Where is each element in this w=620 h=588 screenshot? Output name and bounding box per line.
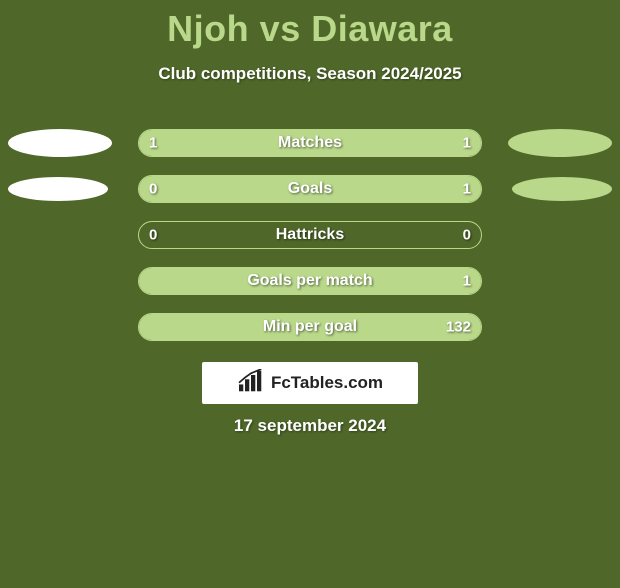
page-title: Njoh vs Diawara	[0, 8, 620, 50]
stat-bar: Goals per match1	[138, 267, 482, 295]
stat-row: Goals per match1	[0, 258, 620, 304]
vs-text: vs	[260, 8, 301, 49]
player1-name: Njoh	[167, 8, 249, 49]
player1-marker	[8, 177, 108, 201]
date-stamp: 17 september 2024	[0, 416, 620, 436]
stat-row: Matches11	[0, 120, 620, 166]
bar-fill-left	[139, 176, 201, 202]
comparison-chart: Matches11 Goals01 Hattricks0 0 Goals per mat…	[0, 120, 620, 350]
stat-value-right: 0	[463, 227, 471, 244]
stat-row: Hattricks0 0	[0, 212, 620, 258]
bar-fill-right	[201, 176, 481, 202]
stat-row: Min per goal132	[0, 304, 620, 350]
stat-row: Goals01	[0, 166, 620, 212]
stat-label: Hattricks	[139, 226, 481, 244]
player1-marker	[8, 129, 112, 157]
chart-icon	[237, 369, 265, 398]
stat-bar: Hattricks0 0	[138, 221, 482, 249]
brand-text: FcTables.com	[271, 373, 383, 393]
stat-bar: Matches11	[138, 129, 482, 157]
bar-fill-right	[139, 268, 481, 294]
bar-fill-left	[139, 130, 310, 156]
stat-bar: Goals01	[138, 175, 482, 203]
stat-bar: Min per goal132	[138, 313, 482, 341]
subtitle: Club competitions, Season 2024/2025	[0, 64, 620, 84]
player2-name: Diawara	[311, 8, 453, 49]
player2-marker	[512, 177, 612, 201]
brand-badge: FcTables.com	[202, 362, 418, 404]
stat-value-left: 0	[149, 227, 157, 244]
player2-marker	[508, 129, 612, 157]
bar-fill-right	[310, 130, 481, 156]
bar-fill-right	[139, 314, 481, 340]
